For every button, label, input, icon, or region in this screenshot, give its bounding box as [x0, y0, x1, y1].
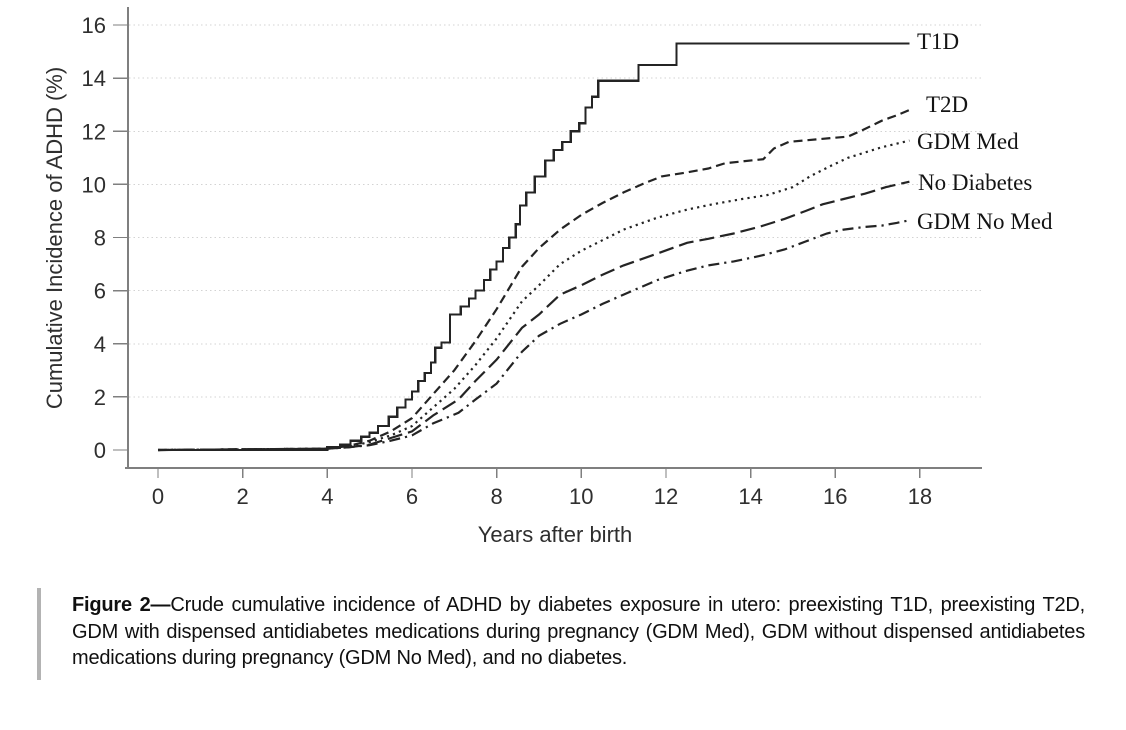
curve-label-no-diabetes: No Diabetes	[918, 170, 1033, 195]
figure-caption: Figure 2—Crude cumulative incidence of A…	[37, 588, 1085, 680]
cumulative-incidence-chart: 0 2 4 6 8 10 12 14 16 0 2 4 6 8 10 12 14 16 18 Cumulative …	[42, 7, 1053, 547]
x-tick-label: 4	[321, 484, 333, 509]
y-tick-label: 0	[94, 438, 106, 463]
y-tick-label: 6	[94, 279, 106, 304]
y-tick-label: 16	[82, 13, 106, 38]
series-t2d	[157, 108, 910, 452]
x-tick-label: 8	[491, 484, 503, 509]
x-tick-label: 6	[406, 484, 418, 509]
x-axis-title: Years after birth	[478, 522, 633, 547]
x-tick-label: 16	[823, 484, 847, 509]
curve-label-gdm-no-med: GDM No Med	[917, 209, 1053, 234]
series-gdm-med	[157, 139, 910, 452]
y-tick-label: 14	[82, 66, 106, 91]
x-tick-label: 14	[738, 484, 762, 509]
chart-canvas: 0 2 4 6 8 10 12 14 16 0 2 4 6 8 10 12 14 16 18 Cumulative …	[42, 7, 982, 547]
x-tick-label: 2	[237, 484, 249, 509]
curve-label-gdm-med: GDM Med	[917, 129, 1019, 154]
series-t1d	[158, 42, 910, 452]
figure-page: 0 2 4 6 8 10 12 14 16 0 2 4 6 8 10 12 14 16 18 Cumulative …	[37, 7, 1085, 680]
y-tick-label: 10	[82, 172, 106, 197]
caption-label: Figure 2—	[72, 594, 171, 616]
y-tick-label: 2	[94, 385, 106, 410]
y-tick-label: 8	[94, 226, 106, 251]
curve-label-t2d: T2D	[926, 92, 969, 117]
x-tick-label: 18	[908, 484, 932, 509]
caption-text: Crude cumulative incidence of ADHD by di…	[72, 594, 1085, 669]
series-no-diabetes	[157, 180, 910, 452]
x-tick-label: 0	[152, 484, 164, 509]
y-axis-title: Cumulative Incidence of ADHD (%)	[42, 67, 67, 409]
series-gdm-no-med	[157, 219, 910, 452]
x-tick-label: 12	[654, 484, 678, 509]
curve-label-t1d: T1D	[917, 29, 960, 54]
x-tick-label: 10	[569, 484, 593, 509]
y-tick-label: 12	[82, 119, 106, 144]
y-tick-label: 4	[94, 332, 106, 357]
